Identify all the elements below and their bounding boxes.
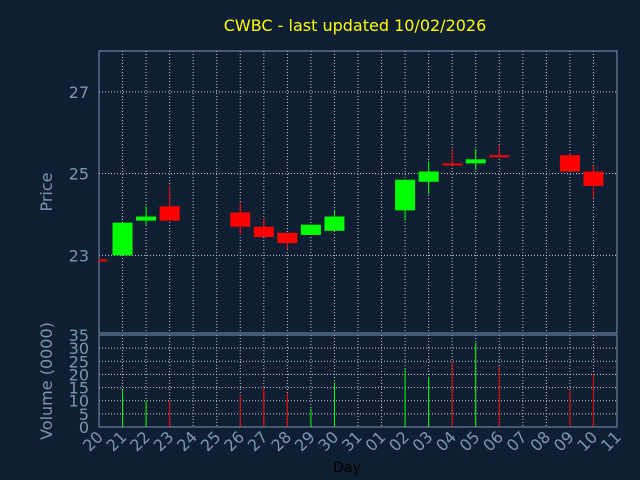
volume-tick-label: 5: [79, 405, 89, 424]
price-panel-frame: [98, 50, 618, 334]
candle-body: [418, 171, 439, 182]
volume-tick-label: 25: [69, 352, 89, 371]
volume-tick-label: 15: [69, 379, 89, 398]
candle-body: [230, 212, 251, 227]
candle-body: [99, 259, 107, 262]
price-tick-label: 23: [69, 246, 89, 265]
candle-body: [559, 155, 580, 172]
volume-bars: [122, 342, 594, 427]
candle-body: [300, 224, 321, 235]
candle-body: [583, 171, 604, 186]
candle-body: [442, 163, 463, 166]
candle-body: [253, 226, 274, 237]
candle-body: [395, 179, 416, 211]
x-axis-label: Day: [333, 460, 361, 476]
price-tick-label: 27: [69, 83, 89, 102]
price-axis-label: Price: [37, 172, 56, 211]
volume-tick-label: 0: [79, 418, 89, 437]
candle-body: [136, 216, 157, 221]
volume-panel-frame: [98, 334, 618, 428]
volume-tick-label: 30: [69, 339, 89, 358]
volume-tick-label: 10: [69, 392, 89, 411]
axis-layer: [98, 50, 618, 428]
x-tick-label: 11: [597, 427, 625, 455]
candle-body: [489, 155, 510, 158]
candle-body: [277, 232, 298, 244]
candle-body: [465, 159, 486, 164]
price-candles: [98, 145, 604, 262]
axis-labels: 2325270510152025303520212223242526272829…: [69, 83, 625, 455]
chart-title: CWBC - last updated 10/02/2026: [224, 16, 487, 35]
price-tick-label: 25: [69, 165, 89, 184]
volume-tick-label: 35: [69, 326, 89, 345]
candle-body: [324, 216, 345, 231]
volume-axis-label: Volume (0000): [37, 322, 56, 440]
grid-layer: [99, 51, 617, 428]
candle-body: [112, 222, 133, 256]
volume-tick-label: 20: [69, 365, 89, 384]
candle-body: [159, 206, 180, 221]
